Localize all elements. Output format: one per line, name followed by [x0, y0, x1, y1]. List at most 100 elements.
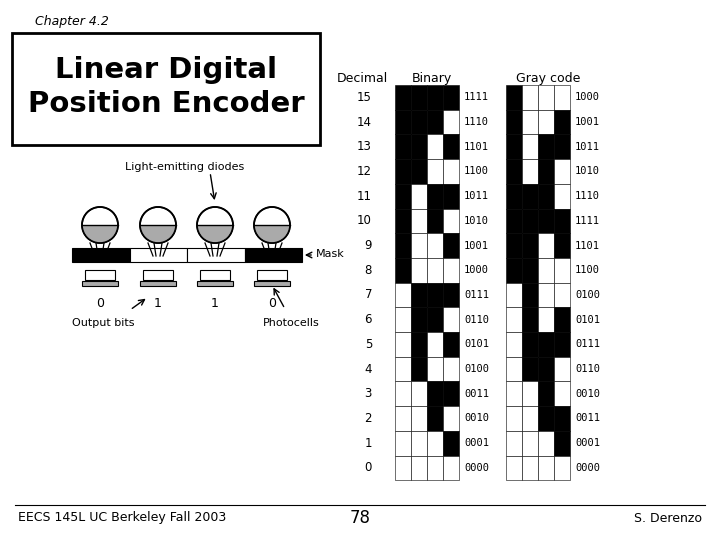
Bar — [554, 357, 570, 381]
Wedge shape — [83, 225, 117, 242]
Bar — [427, 381, 443, 406]
Text: 1110: 1110 — [575, 191, 600, 201]
Bar — [554, 110, 570, 134]
Bar — [411, 406, 427, 431]
Bar — [200, 270, 230, 280]
Bar — [554, 159, 570, 184]
Bar — [506, 233, 522, 258]
Text: 1000: 1000 — [575, 92, 600, 103]
Bar — [411, 258, 427, 282]
Bar — [395, 85, 411, 110]
Bar — [538, 134, 554, 159]
Text: EECS 145L UC Berkeley Fall 2003: EECS 145L UC Berkeley Fall 2003 — [18, 511, 226, 524]
Bar — [554, 134, 570, 159]
Bar — [538, 110, 554, 134]
Text: 78: 78 — [349, 509, 371, 527]
Text: 0111: 0111 — [575, 339, 600, 349]
Bar — [12, 33, 320, 145]
Bar — [506, 357, 522, 381]
Bar — [257, 270, 287, 280]
Bar — [506, 307, 522, 332]
Circle shape — [140, 207, 176, 243]
Bar — [411, 233, 427, 258]
Bar — [411, 134, 427, 159]
Bar — [443, 184, 459, 208]
Bar — [427, 456, 443, 480]
Bar — [427, 233, 443, 258]
Text: 4: 4 — [364, 362, 372, 375]
Text: 1: 1 — [364, 437, 372, 450]
Bar — [506, 258, 522, 282]
Bar — [411, 357, 427, 381]
Text: 1010: 1010 — [575, 166, 600, 177]
Bar — [443, 110, 459, 134]
Text: Linear Digital
Position Encoder: Linear Digital Position Encoder — [27, 56, 305, 118]
Text: Output bits: Output bits — [72, 318, 135, 328]
Bar — [411, 332, 427, 357]
Bar — [522, 208, 538, 233]
Bar — [411, 208, 427, 233]
Wedge shape — [140, 225, 176, 242]
Bar — [554, 456, 570, 480]
Bar — [554, 381, 570, 406]
Text: 14: 14 — [357, 116, 372, 129]
Bar — [538, 332, 554, 357]
Text: Photocells: Photocells — [263, 318, 320, 328]
Bar — [522, 110, 538, 134]
Bar — [245, 248, 302, 262]
Bar — [506, 134, 522, 159]
Text: 1001: 1001 — [575, 117, 600, 127]
Text: Light-emitting diodes: Light-emitting diodes — [125, 162, 245, 172]
Bar — [443, 282, 459, 307]
Bar — [82, 281, 118, 286]
Text: 15: 15 — [357, 91, 372, 104]
Text: 1: 1 — [211, 297, 219, 310]
Text: 0: 0 — [268, 297, 276, 310]
Bar — [427, 431, 443, 456]
Bar — [538, 258, 554, 282]
Bar — [411, 184, 427, 208]
Bar — [395, 406, 411, 431]
Bar — [411, 159, 427, 184]
Bar — [538, 381, 554, 406]
Bar — [506, 381, 522, 406]
Circle shape — [82, 207, 118, 243]
Circle shape — [197, 207, 233, 243]
Text: 3: 3 — [364, 387, 372, 400]
Bar — [538, 159, 554, 184]
Bar — [522, 233, 538, 258]
Bar — [522, 282, 538, 307]
Bar — [443, 159, 459, 184]
Bar — [554, 208, 570, 233]
Text: 1111: 1111 — [575, 216, 600, 226]
Text: 0010: 0010 — [575, 389, 600, 399]
Bar — [443, 431, 459, 456]
Bar — [411, 381, 427, 406]
Text: 1: 1 — [154, 297, 162, 310]
Text: 1011: 1011 — [575, 141, 600, 152]
Bar — [538, 184, 554, 208]
Bar — [522, 184, 538, 208]
Bar — [538, 456, 554, 480]
Text: Gray code: Gray code — [516, 72, 580, 85]
Text: 6: 6 — [364, 313, 372, 326]
Text: 0100: 0100 — [464, 364, 489, 374]
Bar — [427, 85, 443, 110]
Bar — [443, 85, 459, 110]
Text: 0110: 0110 — [575, 364, 600, 374]
Bar — [522, 357, 538, 381]
Bar — [506, 110, 522, 134]
Text: 0: 0 — [96, 297, 104, 310]
Bar — [427, 357, 443, 381]
Bar — [538, 282, 554, 307]
Bar — [506, 159, 522, 184]
Bar — [411, 110, 427, 134]
Bar — [522, 307, 538, 332]
Text: 0001: 0001 — [464, 438, 489, 448]
Bar — [538, 431, 554, 456]
Bar — [554, 307, 570, 332]
Text: 11: 11 — [357, 190, 372, 202]
Bar — [443, 406, 459, 431]
Bar — [538, 406, 554, 431]
Text: Mask: Mask — [316, 249, 345, 259]
